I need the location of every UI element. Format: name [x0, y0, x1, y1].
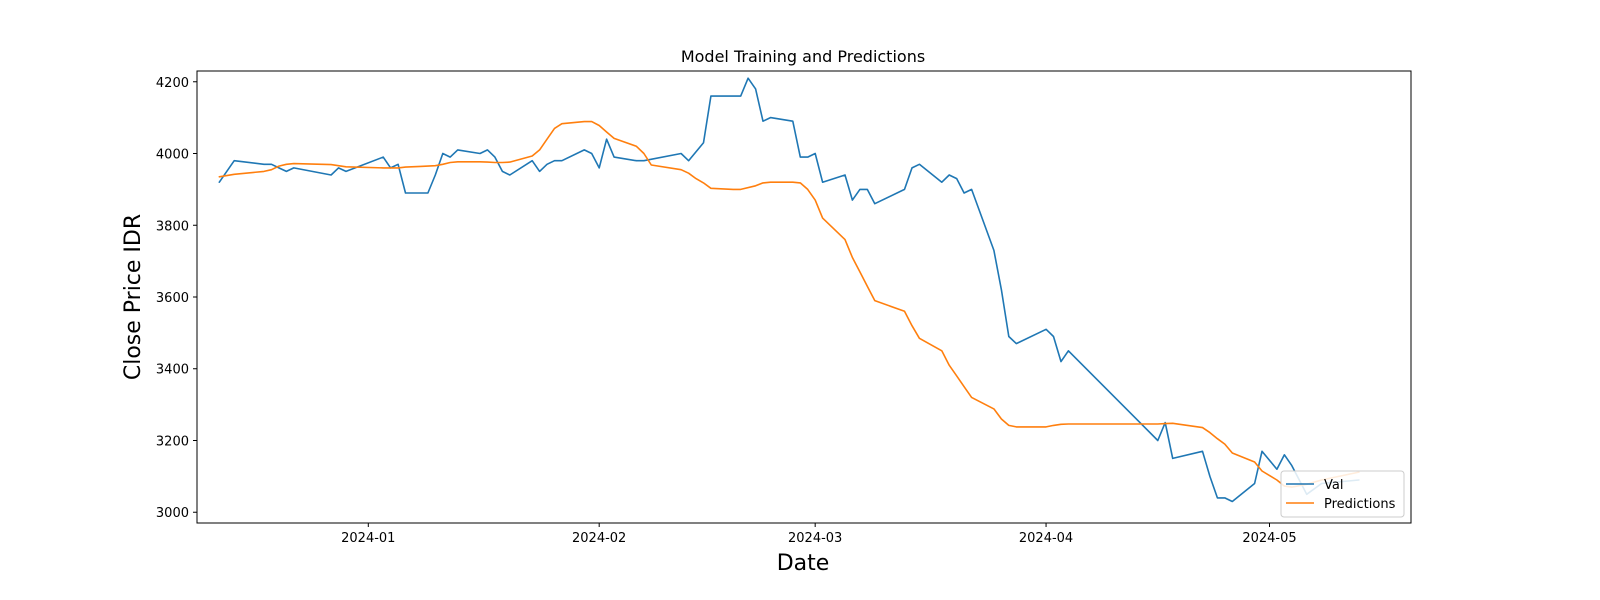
- y-axis-label: Close Price IDR: [121, 214, 146, 380]
- y-tick-label: 3200: [156, 434, 189, 449]
- legend-entry: Predictions: [1324, 497, 1396, 512]
- y-tick-label: 3600: [156, 291, 189, 306]
- legend: Val Predictions: [1280, 470, 1405, 518]
- chart-title: Model Training and Predictions: [681, 47, 925, 66]
- x-tick-label: 2024-01: [341, 531, 395, 546]
- x-tick-label: 2024-05: [1242, 531, 1296, 546]
- y-tick-label: 4000: [156, 148, 189, 163]
- series-line-val: [218, 77, 1360, 503]
- x-axis: 2024-01 2024-02 2024-03 2024-04 2024-05: [341, 523, 1297, 546]
- y-tick-label: 3000: [156, 506, 189, 521]
- x-tick-label: 2024-02: [572, 531, 626, 546]
- y-tick-label: 4200: [156, 76, 189, 91]
- legend-box: [1280, 470, 1405, 518]
- y-tick-label: 3800: [156, 219, 189, 234]
- y-axis: 3000 3200 3400 3600 3800 4000 4200: [156, 76, 197, 521]
- series-line-predictions: [218, 120, 1360, 488]
- x-tick-label: 2024-03: [788, 531, 842, 546]
- x-tick-label: 2024-04: [1019, 531, 1073, 546]
- legend-entry: Val: [1324, 478, 1343, 493]
- x-axis-label: Date: [777, 551, 830, 576]
- series-layer: [218, 77, 1360, 503]
- plot-area: 2024-01 2024-02 2024-03 2024-04 2024-05 3000…: [156, 70, 1412, 546]
- y-tick-label: 3400: [156, 363, 189, 378]
